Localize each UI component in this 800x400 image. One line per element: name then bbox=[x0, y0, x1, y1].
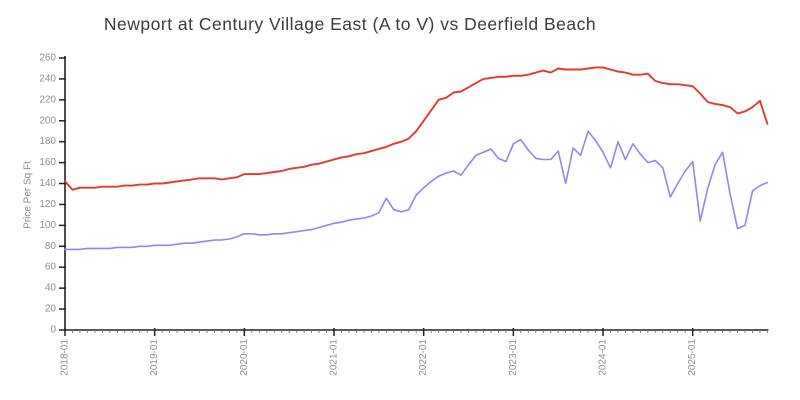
y-tick-label: 20 bbox=[45, 304, 57, 315]
x-tick-label: 2021-01 bbox=[329, 339, 340, 376]
x-tick-label: 2019-01 bbox=[149, 339, 160, 376]
y-tick-label: 160 bbox=[39, 157, 56, 168]
y-tick-label: 0 bbox=[50, 325, 56, 336]
x-tick-label: 2018-01 bbox=[60, 339, 71, 376]
x-tick-label: 2022-01 bbox=[418, 339, 429, 376]
y-tick-label: 140 bbox=[39, 178, 56, 189]
y-tick-label: 120 bbox=[39, 199, 56, 210]
y-tick-label: 60 bbox=[45, 262, 57, 273]
y-tick-label: 240 bbox=[39, 73, 56, 84]
x-tick-label: 2023-01 bbox=[508, 339, 519, 376]
y-tick-label: 40 bbox=[45, 283, 57, 294]
series-line-blue bbox=[64, 130, 769, 251]
y-tick-label: 100 bbox=[39, 220, 56, 231]
chart-title: Newport at Century Village East (A to V)… bbox=[103, 14, 597, 34]
y-tick-label: 260 bbox=[39, 53, 56, 64]
x-tick-label: 2020-01 bbox=[239, 339, 250, 376]
y-tick-label: 80 bbox=[45, 241, 57, 252]
x-tick-label: 2024-01 bbox=[598, 339, 609, 376]
y-tick-label: 180 bbox=[39, 136, 56, 147]
x-tick-label: 2025-01 bbox=[687, 339, 698, 376]
series-line-red bbox=[64, 66, 769, 191]
y-tick-label: 220 bbox=[39, 94, 56, 105]
y-tick-label: 200 bbox=[39, 115, 56, 126]
